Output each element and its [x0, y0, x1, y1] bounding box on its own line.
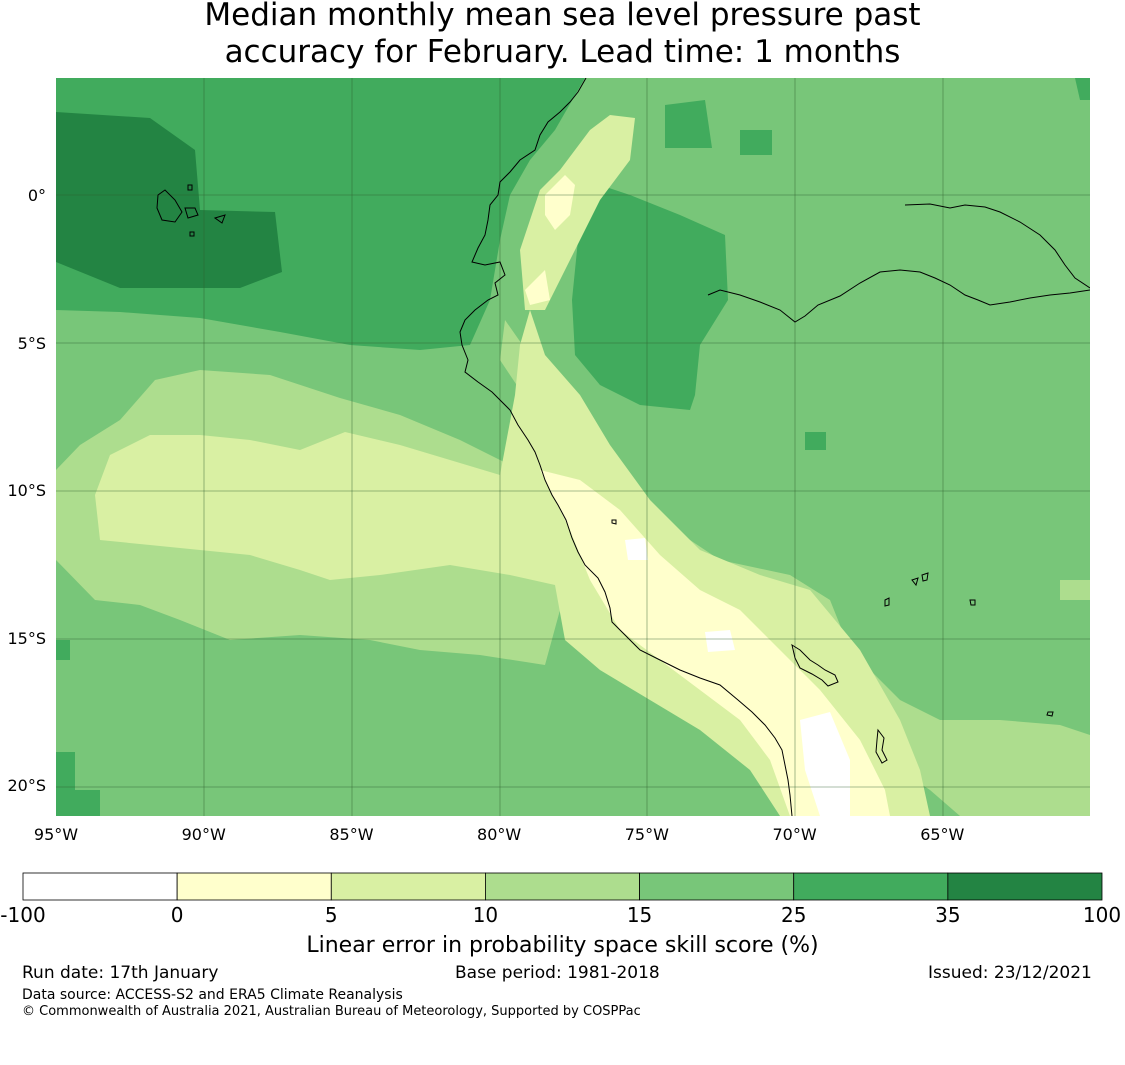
field-0-5-north — [525, 175, 575, 305]
colorbar-bin — [793, 872, 949, 901]
lat-label: 0° — [27, 186, 46, 206]
small-lakes — [611, 519, 1054, 717]
colorbar-bin — [485, 872, 640, 901]
colorbar-bin — [947, 872, 1103, 901]
field-10-15-se-patch — [1060, 580, 1090, 600]
field-25-35-inland — [572, 180, 728, 410]
base-period: Base period: 1981-2018 — [455, 963, 660, 983]
title-line-1: Median monthly mean sea level pressure p… — [204, 0, 921, 33]
colorbar-bin — [330, 872, 486, 901]
amazon-river — [707, 269, 1090, 323]
field-25-35-patch-f — [56, 640, 70, 660]
colorbar — [22, 872, 1103, 901]
copyright: © Commonwealth of Australia 2021, Austra… — [22, 1004, 641, 1019]
lon-label: 75°W — [624, 825, 669, 844]
field-neg-b — [705, 630, 735, 652]
field-5-10-north-strip — [520, 115, 635, 310]
field-25-35-patch-b — [740, 130, 772, 155]
lat-label: 10°S — [7, 481, 46, 501]
field-neg-a — [800, 712, 850, 816]
lon-label: 95°W — [33, 825, 79, 844]
colorbar-tick-label: 25 — [780, 903, 807, 927]
lake-poopo — [875, 728, 888, 764]
coastline — [459, 78, 793, 816]
galapagos-islands — [156, 184, 226, 237]
field-neg-c — [625, 538, 648, 560]
lon-label: 80°W — [477, 825, 522, 844]
field-25-35-patch-d — [805, 432, 826, 450]
gridlines — [56, 78, 1090, 816]
lat-label: 15°S — [7, 628, 46, 648]
amazon-tributary — [904, 203, 1090, 289]
title-line-2: accuracy for February. Lead time: 1 mont… — [224, 34, 901, 70]
lon-label: 85°W — [329, 825, 374, 844]
run-date: Run date: 17th January — [22, 963, 219, 983]
lon-label: 90°W — [181, 825, 226, 844]
lon-label: 65°W — [920, 825, 965, 844]
colorbar-bin — [176, 872, 332, 901]
colorbar-label: Linear error in probability space skill … — [306, 933, 819, 958]
colorbar-tick-label: 100 — [1082, 903, 1122, 927]
lake-titicaca — [791, 643, 839, 687]
colorbar-tick-label: -100 — [0, 903, 46, 927]
field-25-35-patch-e — [56, 752, 100, 816]
colorbar-tick-label: 35 — [935, 903, 961, 927]
colorbar-tick-label: 15 — [626, 903, 653, 927]
field-35-100 — [56, 112, 282, 288]
field-25-35-patch-c — [1075, 78, 1090, 100]
lat-label: 20°S — [7, 776, 46, 796]
colorbar-tick-label: 5 — [324, 903, 338, 927]
colorbar-tick-label: 10 — [472, 903, 499, 927]
colorbar-bin — [639, 872, 795, 901]
field-25-35-patch-a — [665, 100, 712, 148]
skill-score-map — [56, 78, 1090, 816]
colorbar-tick-label: 0 — [170, 903, 184, 927]
issued-date: Issued: 23/12/2021 — [928, 963, 1092, 983]
data-source: Data source: ACCESS-S2 and ERA5 Climate … — [22, 987, 403, 1003]
lon-label: 70°W — [772, 825, 817, 844]
lat-label: 5°S — [17, 333, 46, 353]
colorbar-bin — [22, 872, 178, 901]
